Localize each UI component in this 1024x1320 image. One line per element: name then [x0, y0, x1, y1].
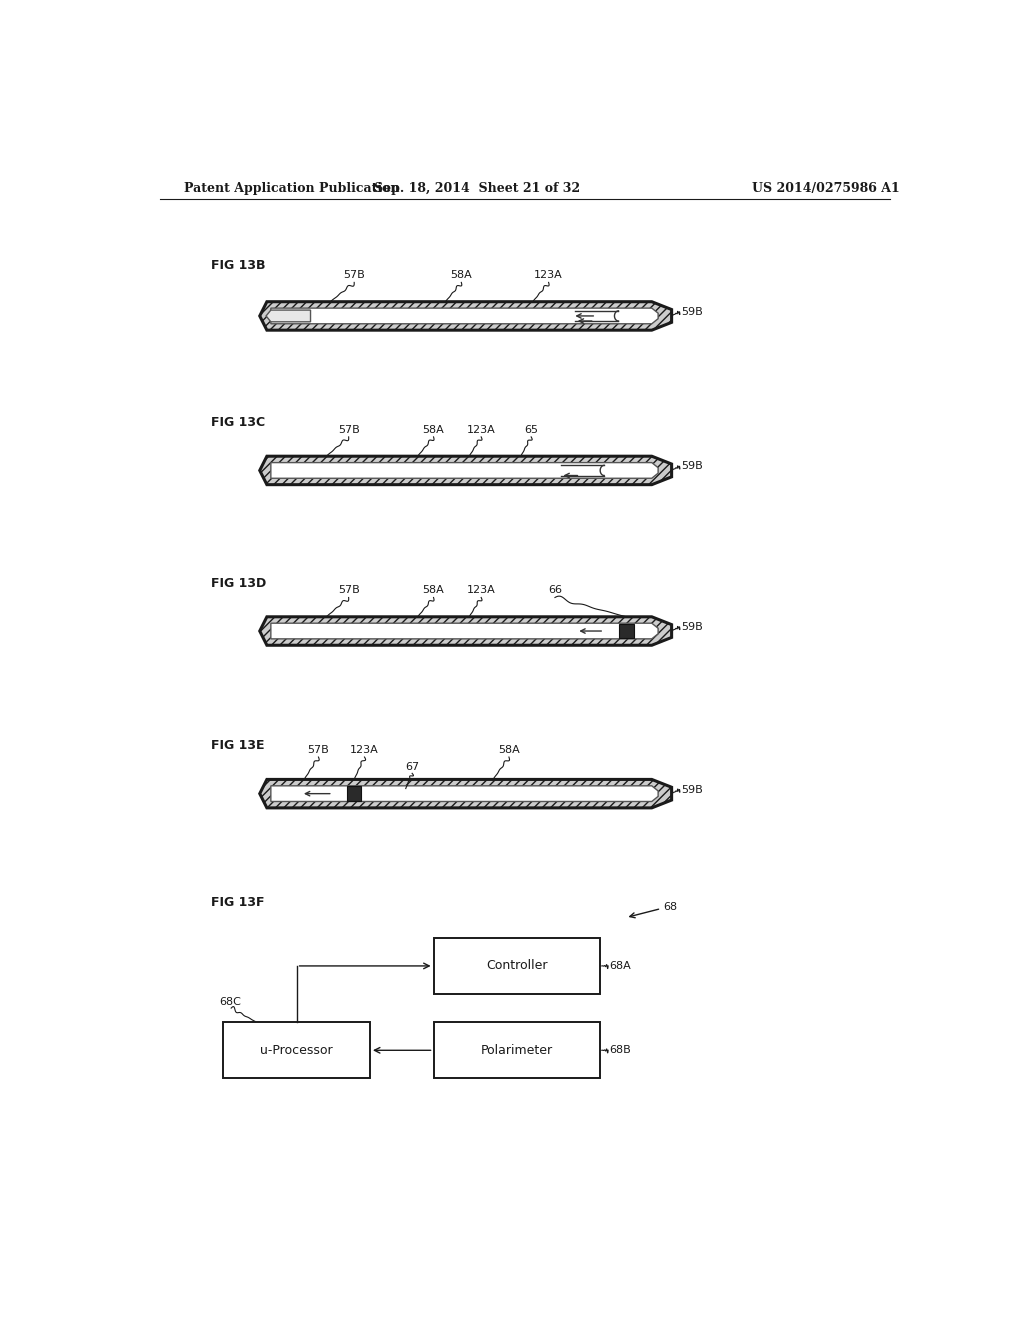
Bar: [433, 1022, 600, 1078]
Polygon shape: [270, 785, 658, 801]
Text: FIG 13D: FIG 13D: [211, 577, 266, 590]
Text: Polarimeter: Polarimeter: [481, 1044, 553, 1057]
Text: 123A: 123A: [467, 586, 496, 595]
Text: Sep. 18, 2014  Sheet 21 of 32: Sep. 18, 2014 Sheet 21 of 32: [374, 182, 581, 195]
Text: 58A: 58A: [423, 586, 444, 595]
Text: FIG 13F: FIG 13F: [211, 896, 265, 909]
Text: 59B: 59B: [681, 462, 702, 471]
Text: 57B: 57B: [343, 271, 365, 280]
Polygon shape: [260, 457, 672, 484]
Text: 59B: 59B: [681, 784, 702, 795]
Polygon shape: [270, 623, 658, 639]
Text: 57B: 57B: [307, 744, 330, 755]
Text: 57B: 57B: [338, 586, 359, 595]
Bar: [223, 1022, 370, 1078]
Text: 68A: 68A: [609, 961, 632, 972]
Polygon shape: [270, 308, 658, 323]
Polygon shape: [270, 462, 658, 478]
Text: 58A: 58A: [498, 744, 520, 755]
Polygon shape: [260, 779, 672, 808]
Text: 65: 65: [524, 425, 539, 434]
Text: Patent Application Publication: Patent Application Publication: [183, 182, 399, 195]
Text: US 2014/0275986 A1: US 2014/0275986 A1: [753, 182, 900, 195]
Text: 59B: 59B: [681, 306, 702, 317]
Text: 123A: 123A: [350, 744, 379, 755]
Text: 59B: 59B: [681, 622, 702, 632]
Polygon shape: [266, 310, 310, 322]
Text: 68B: 68B: [609, 1045, 632, 1055]
Polygon shape: [260, 302, 672, 330]
Text: 68C: 68C: [219, 997, 241, 1007]
Text: 123A: 123A: [467, 425, 496, 434]
Polygon shape: [260, 616, 672, 645]
Text: 58A: 58A: [423, 425, 444, 434]
Text: 57B: 57B: [338, 425, 359, 434]
Text: FIG 13E: FIG 13E: [211, 739, 265, 752]
Text: FIG 13B: FIG 13B: [211, 259, 266, 272]
Text: 68: 68: [664, 903, 678, 912]
Text: Controller: Controller: [486, 960, 548, 973]
Text: u-Processor: u-Processor: [260, 1044, 333, 1057]
Text: 123A: 123A: [535, 271, 563, 280]
Text: 66: 66: [548, 586, 562, 595]
Text: 67: 67: [406, 763, 419, 772]
Bar: [620, 623, 634, 639]
Text: 58A: 58A: [451, 271, 472, 280]
Text: FIG 13C: FIG 13C: [211, 416, 265, 429]
Bar: [347, 787, 361, 801]
Bar: [433, 939, 600, 994]
